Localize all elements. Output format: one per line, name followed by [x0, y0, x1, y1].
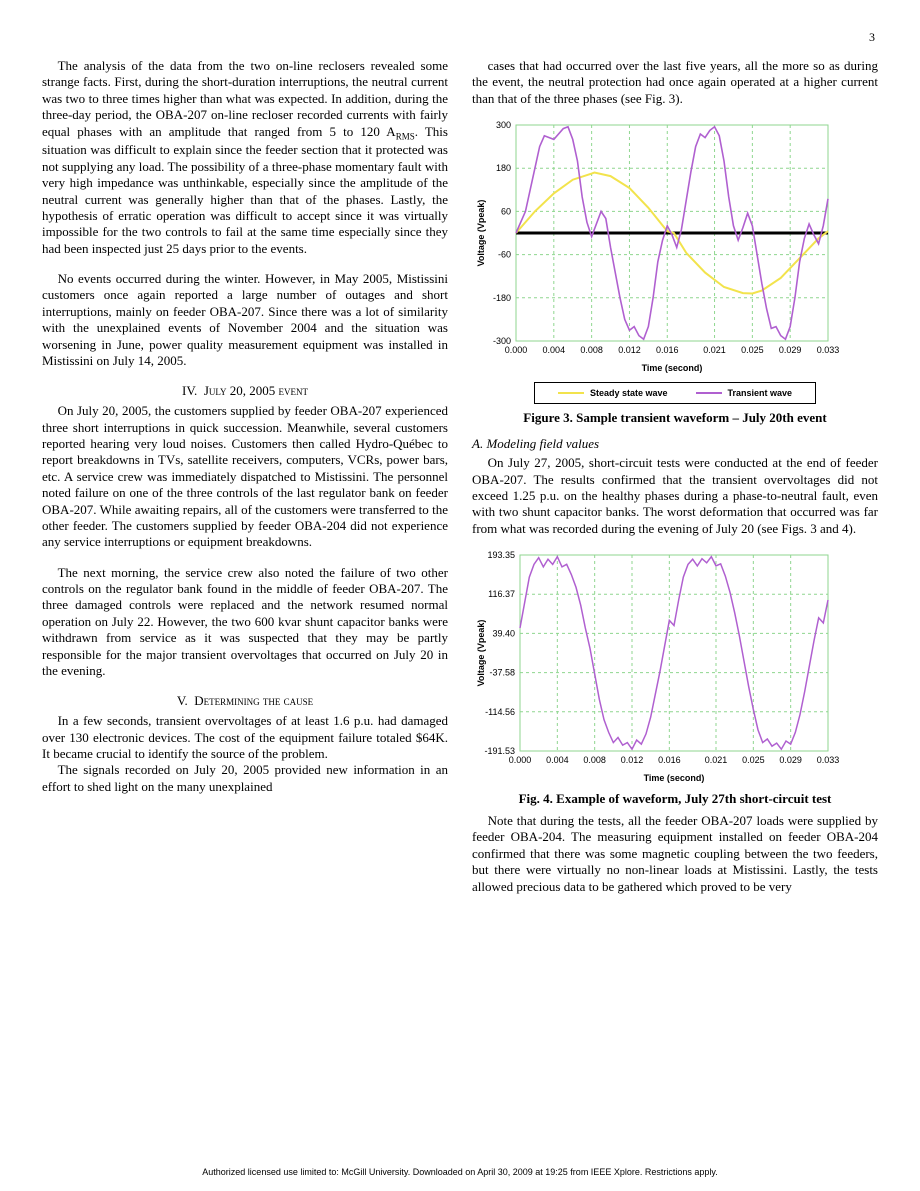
- svg-text:Voltage (Vpeak): Voltage (Vpeak): [476, 200, 486, 267]
- sec5-roman: V.: [177, 693, 188, 708]
- svg-text:0.004: 0.004: [546, 755, 569, 765]
- svg-text:Time (second): Time (second): [642, 363, 703, 373]
- para-l1-part2: . This situation was difficult to explai…: [42, 124, 448, 256]
- para-l2: No events occurred during the winter. Ho…: [42, 271, 448, 369]
- svg-text:0.021: 0.021: [703, 345, 726, 355]
- section-4-heading: IV. July 20, 2005 event: [42, 383, 448, 399]
- svg-text:0.000: 0.000: [509, 755, 532, 765]
- svg-text:116.37: 116.37: [488, 589, 515, 599]
- para-l3: On July 20, 2005, the customers supplied…: [42, 403, 448, 550]
- para-l5: In a few seconds, transient overvoltages…: [42, 713, 448, 762]
- svg-text:0.033: 0.033: [817, 345, 840, 355]
- svg-text:-300: -300: [493, 336, 511, 346]
- svg-text:0.021: 0.021: [705, 755, 728, 765]
- footer-text: Authorized licensed use limited to: McGi…: [0, 1167, 920, 1177]
- sec5-title: Determining the cause: [194, 693, 313, 708]
- svg-text:Voltage (Vpeak): Voltage (Vpeak): [476, 620, 486, 687]
- svg-text:0.008: 0.008: [580, 345, 603, 355]
- para-l1-part1: The analysis of the data from the two on…: [42, 58, 448, 139]
- svg-text:-60: -60: [498, 250, 511, 260]
- para-r2: On July 27, 2005, short-circuit tests we…: [472, 455, 878, 537]
- legend-label: Transient wave: [728, 388, 793, 398]
- left-column: The analysis of the data from the two on…: [42, 58, 448, 895]
- legend-swatch: [696, 392, 722, 394]
- para-r3: Note that during the tests, all the feed…: [472, 813, 878, 895]
- svg-text:-180: -180: [493, 293, 511, 303]
- para-r1: cases that had occurred over the last fi…: [472, 58, 878, 107]
- chart-3-svg: 0.000 0.004 0.008 0.012 0.016 0.021 0.025 0.029…: [472, 115, 842, 375]
- figure-3-chart: 0.000 0.004 0.008 0.012 0.016 0.021 0.025 0.029…: [472, 115, 878, 404]
- page-number: 3: [869, 30, 875, 45]
- svg-text:0.012: 0.012: [621, 755, 644, 765]
- legend-item: Transient wave: [696, 388, 793, 398]
- svg-text:0.029: 0.029: [779, 755, 802, 765]
- legend-label: Steady state wave: [590, 388, 668, 398]
- svg-text:0.016: 0.016: [658, 755, 681, 765]
- svg-text:180: 180: [496, 163, 511, 173]
- svg-text:Time (second): Time (second): [644, 773, 705, 783]
- svg-text:0.029: 0.029: [779, 345, 802, 355]
- svg-text:-191.53: -191.53: [484, 746, 515, 756]
- svg-text:39.40: 39.40: [492, 628, 515, 638]
- figure-4-chart: 0.000 0.004 0.008 0.012 0.016 0.021 0.025 0.029…: [472, 545, 878, 785]
- figure-4-caption: Fig. 4. Example of waveform, July 27th s…: [472, 791, 878, 807]
- svg-text:60: 60: [501, 207, 511, 217]
- svg-text:0.016: 0.016: [656, 345, 679, 355]
- section-5-heading: V. Determining the cause: [42, 693, 448, 709]
- svg-text:0.008: 0.008: [583, 755, 606, 765]
- svg-text:0.025: 0.025: [741, 345, 764, 355]
- page: 3 The analysis of the data from the two …: [0, 0, 920, 1191]
- chart-3-legend: Steady state wave Transient wave: [534, 382, 816, 404]
- chart-4-svg: 0.000 0.004 0.008 0.012 0.016 0.021 0.025 0.029…: [472, 545, 842, 785]
- svg-text:-37.58: -37.58: [489, 668, 515, 678]
- right-column: cases that had occurred over the last fi…: [472, 58, 878, 895]
- svg-text:300: 300: [496, 120, 511, 130]
- para-l1-sub: RMS: [396, 131, 415, 141]
- svg-text:0.012: 0.012: [618, 345, 641, 355]
- para-l6: The signals recorded on July 20, 2005 pr…: [42, 762, 448, 795]
- svg-text:0.004: 0.004: [543, 345, 566, 355]
- svg-text:0.000: 0.000: [505, 345, 528, 355]
- subsection-a-heading: A. Modeling field values: [472, 436, 878, 452]
- para-l1: The analysis of the data from the two on…: [42, 58, 448, 257]
- svg-text:0.025: 0.025: [742, 755, 765, 765]
- figure-3-caption: Figure 3. Sample transient waveform – Ju…: [472, 410, 878, 426]
- legend-swatch: [558, 392, 584, 394]
- svg-text:-114.56: -114.56: [485, 707, 515, 717]
- svg-text:193.35: 193.35: [487, 550, 515, 560]
- para-l4: The next morning, the service crew also …: [42, 565, 448, 680]
- legend-item: Steady state wave: [558, 388, 668, 398]
- sec4-title: July 20, 2005 event: [204, 383, 308, 398]
- svg-text:0.033: 0.033: [817, 755, 840, 765]
- two-column-layout: The analysis of the data from the two on…: [42, 58, 878, 895]
- sec4-roman: IV.: [182, 383, 197, 398]
